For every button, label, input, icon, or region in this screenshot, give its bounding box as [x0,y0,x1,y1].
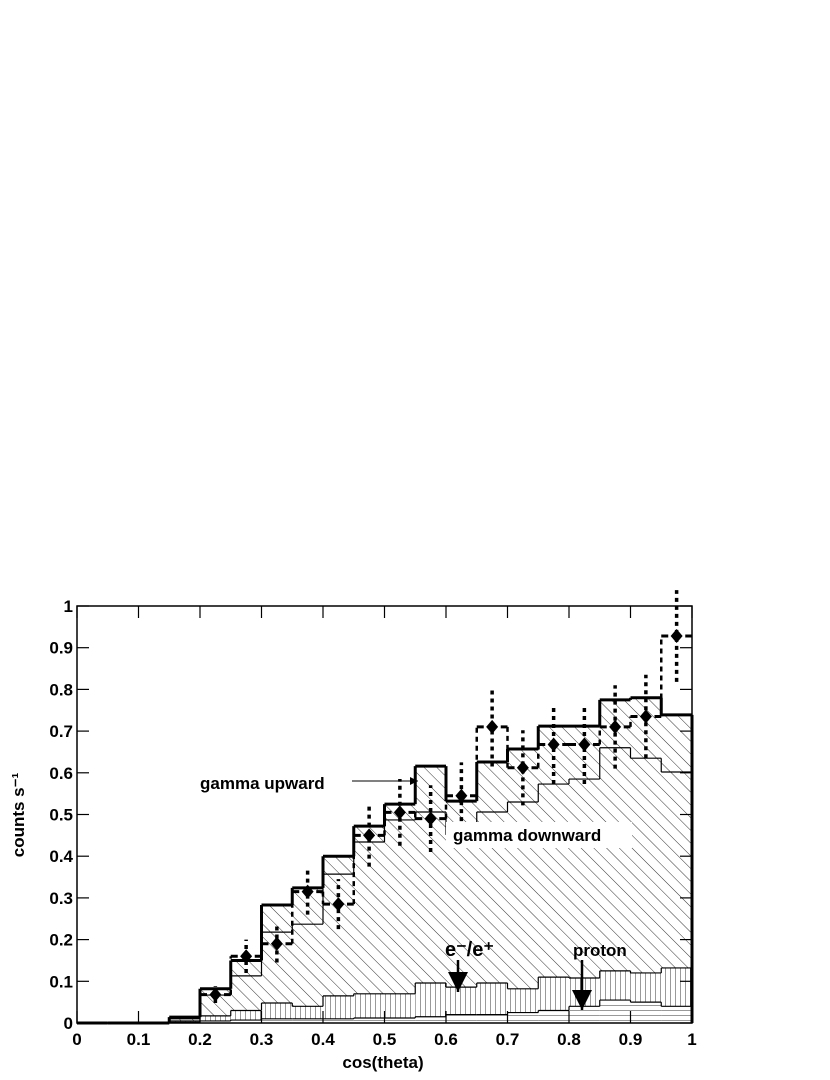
data-point [455,788,468,803]
histogram-bin [353,1017,385,1023]
data-point [332,897,345,912]
y-tick-label: 0.5 [49,806,73,825]
y-tick-label: 0.2 [49,931,73,950]
y-tick-label: 0.7 [49,722,73,741]
histogram-bin [661,714,692,772]
annotation-bg [446,822,632,848]
histogram-bin [261,1018,293,1023]
histogram-bin [538,784,569,978]
data-point [209,987,222,1002]
x-tick-label: 1 [687,1030,696,1049]
histogram-bin [569,779,600,978]
histogram-bin [169,1020,200,1023]
annotation: proton [573,941,627,960]
histogram-bin [169,1018,200,1021]
y-tick-label: 1 [64,597,73,616]
histogram-bin [323,1018,354,1023]
histogram-bin [630,972,662,1003]
histogram-bin [323,856,354,875]
annotation: e⁻/e⁺ [445,939,494,961]
y-tick-label: 0.6 [49,764,73,783]
histogram-bin [200,1015,231,1021]
histogram-bin [446,834,477,988]
histogram-bin [384,819,416,994]
x-tick-label: 0.3 [250,1030,274,1049]
histogram-bin [630,1002,662,1023]
histogram-bin [599,970,631,1001]
histogram-bin [292,1018,323,1023]
histogram-bin [507,988,539,1013]
histogram-bin [538,1010,569,1023]
data-point [393,805,406,820]
data-point [547,737,560,752]
histogram-bin [569,1006,600,1023]
y-tick-label: 0.4 [49,847,73,866]
histogram-bin [323,874,354,996]
histogram-bin [415,811,446,983]
x-tick-label: 0.1 [127,1030,151,1049]
histogram-bin [353,842,385,994]
histogram-bin [353,993,385,1018]
x-tick-label: 0.8 [557,1030,581,1049]
histogram-bin [230,960,262,976]
histogram-bin [476,982,508,1015]
data-point [270,936,283,951]
data-point [240,949,253,964]
y-axis-label: counts s⁻¹ [9,772,28,857]
x-tick-label: 0 [72,1030,81,1049]
histogram-bin [292,924,323,1007]
x-tick-label: 0.6 [434,1030,458,1049]
histogram-bin [599,1000,631,1023]
annotation: gamma upward [200,774,325,793]
histogram-bin [230,975,262,1011]
histogram-bin [384,1017,416,1023]
annotation: gamma downward [453,826,601,845]
histogram-bin [507,1012,539,1023]
histogram-bin [446,987,477,1015]
histogram-bin [415,982,446,1017]
data-point [578,737,591,752]
histogram-bin [261,1002,293,1019]
histogram-bin [200,995,231,1016]
data-point [516,760,529,775]
data-point [301,884,314,899]
histogram-bin [630,758,662,973]
y-tick-label: 0 [64,1014,73,1033]
x-tick-label: 0.5 [373,1030,397,1049]
histogram-bin [569,977,600,1007]
x-tick-label: 0.4 [311,1030,335,1049]
histogram-bin [661,967,692,1007]
histogram-bin [538,977,569,1011]
data-point [424,811,437,826]
data-point [639,709,652,724]
x-tick-label: 0.9 [619,1030,643,1049]
histogram-bin [200,1020,231,1023]
histogram-bin [599,747,631,971]
histogram-bin [230,1010,262,1021]
histogram-bin [230,1020,262,1023]
x-axis-label: cos(theta) [342,1053,423,1072]
histogram-bin [476,761,508,812]
x-tick-label: 0.7 [496,1030,520,1049]
histogram-bin [415,766,446,812]
histogram-bin [507,749,539,802]
histogram-bin [661,771,692,968]
y-tick-label: 0.1 [49,972,73,991]
histogram-bin [323,995,354,1019]
data-point [609,719,622,734]
histogram-bin [661,1006,692,1023]
data-point [486,719,499,734]
data-point [670,629,683,644]
histogram-bin [476,1014,508,1023]
y-tick-label: 0.9 [49,639,73,658]
histogram-bin [446,1014,477,1023]
histogram-bin [415,1016,446,1023]
histogram-bin [292,1006,323,1019]
x-tick-label: 0.2 [188,1030,212,1049]
y-tick-label: 0.3 [49,889,73,908]
histogram-bin [384,993,416,1018]
y-tick-label: 0.8 [49,680,73,699]
data-point [363,828,376,843]
